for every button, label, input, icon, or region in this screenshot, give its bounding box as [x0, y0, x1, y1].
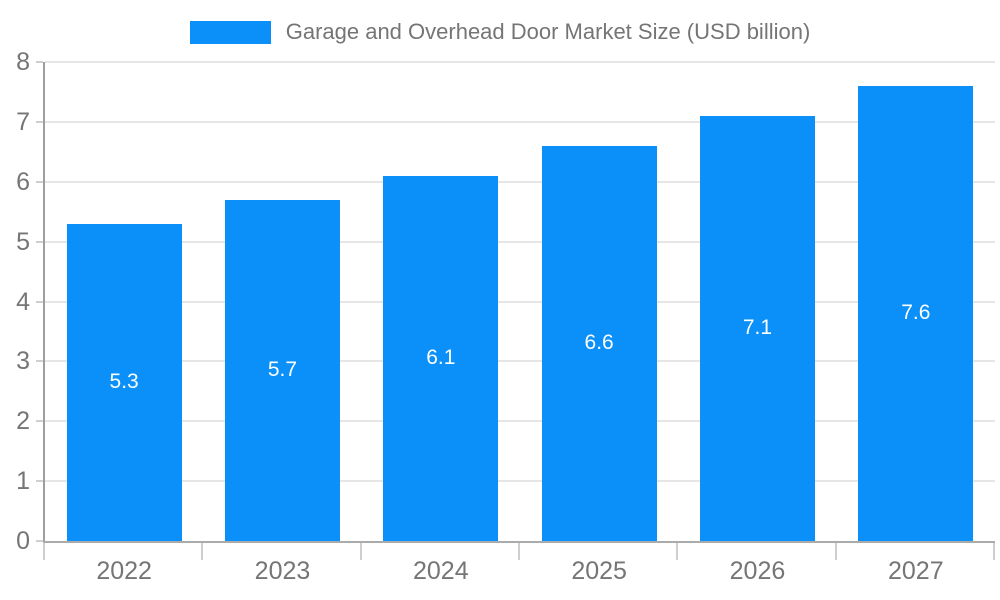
bar-value-label: 5.7	[267, 358, 298, 382]
grid-line	[45, 240, 995, 243]
y-axis-tick-label: 1	[16, 467, 30, 496]
grid-line	[45, 420, 995, 423]
bar[interactable]: 6.1	[383, 175, 499, 541]
y-axis-tick	[36, 61, 43, 63]
bar[interactable]: 5.3	[66, 223, 182, 541]
y-axis-tick-label: 0	[16, 527, 30, 555]
bar-column: 5.3	[45, 62, 203, 541]
plot-area: 5.3 5.7 6.1 6.6 7.1 7.6	[43, 61, 995, 560]
y-axis-tick	[36, 480, 43, 483]
x-axis-tick-label: 2027	[887, 557, 944, 585]
grid-line	[45, 180, 995, 183]
y-axis-tick	[36, 300, 43, 303]
legend[interactable]: Garage and Overhead Door Market Size (US…	[0, 16, 1000, 48]
grid-line	[45, 480, 995, 483]
x-axis-tick-label: 2026	[729, 557, 786, 585]
y-axis-tick	[36, 240, 43, 243]
y-axis-tick-label: 3	[16, 347, 30, 376]
x-axis-tick-label: 2022	[96, 557, 152, 585]
bar-column: 7.6	[837, 62, 995, 541]
x-axis-tick	[993, 543, 995, 560]
bar[interactable]: 7.1	[700, 115, 815, 541]
x-axis-tick-label: 2025	[571, 557, 627, 585]
x-axis-tick	[43, 543, 45, 560]
bar-column: 7.1	[678, 62, 836, 541]
x-axis-tick-label: 2023	[254, 557, 311, 585]
bar-value-label: 7.6	[901, 301, 931, 325]
x-axis-tick	[201, 543, 204, 560]
grid-line	[45, 61, 995, 63]
y-axis-tick-label: 7	[16, 107, 30, 136]
y-axis-tick	[36, 360, 43, 363]
bar-value-label: 7.1	[742, 316, 773, 340]
y-axis-tick-label: 4	[16, 287, 30, 316]
bar[interactable]: 5.7	[225, 199, 340, 541]
y-axis-tick	[36, 420, 43, 423]
x-axis-tick	[359, 543, 362, 560]
bar-column: 6.1	[362, 62, 520, 541]
x-axis-line	[43, 541, 995, 543]
y-axis-labels: 0 1 2 3 4 5 6 7 8	[0, 48, 43, 555]
y-axis-tick	[36, 180, 43, 183]
y-axis-tick-label: 2	[16, 407, 30, 436]
y-axis-tick-label: 6	[16, 167, 30, 196]
y-axis-tick	[36, 120, 43, 123]
x-axis-tick-label: 2024	[413, 557, 469, 585]
bar-value-label: 6.6	[584, 331, 614, 355]
x-axis-tick	[834, 543, 837, 560]
bar-columns: 5.3 5.7 6.1 6.6 7.1 7.6	[45, 62, 995, 541]
bar-value-label: 5.3	[109, 370, 139, 394]
bar-column: 6.6	[520, 62, 678, 541]
grid-line	[45, 120, 995, 123]
bar[interactable]: 6.6	[541, 145, 657, 541]
bar[interactable]: 7.6	[858, 85, 974, 541]
y-axis-tick-label: 8	[16, 48, 30, 76]
grid-line	[45, 300, 995, 303]
y-axis-tick	[36, 540, 43, 542]
bar-value-label: 6.1	[426, 346, 456, 370]
legend-label: Garage and Overhead Door Market Size (US…	[285, 19, 811, 44]
grid-line	[45, 360, 995, 363]
bar-column: 5.7	[203, 62, 361, 541]
y-axis-tick-label: 5	[16, 227, 30, 256]
y-axis-line	[43, 62, 45, 543]
legend-swatch	[189, 20, 271, 44]
x-axis-labels: 2022 2023 2024 2025 2026 2027	[45, 556, 995, 586]
x-axis-tick	[518, 543, 520, 560]
x-axis-tick	[676, 543, 679, 560]
